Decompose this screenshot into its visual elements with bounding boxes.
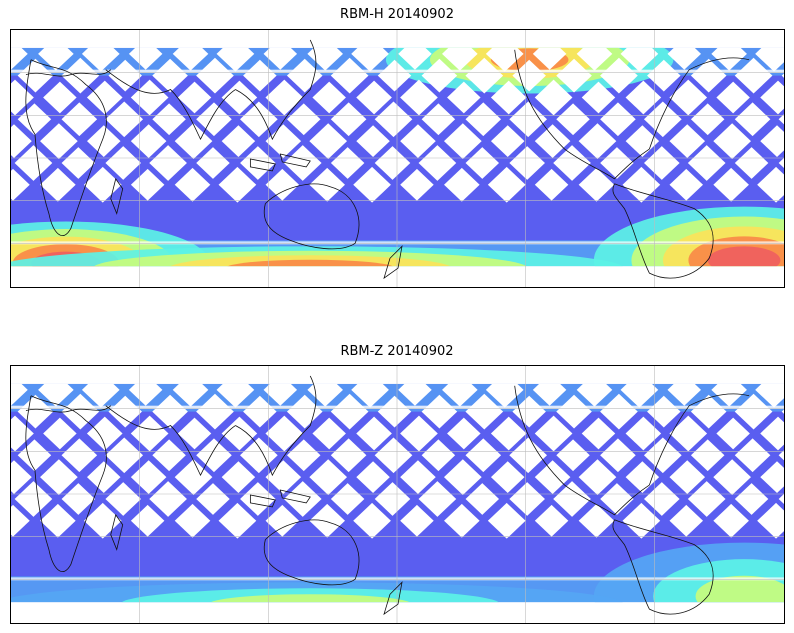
top-map-panel: [10, 29, 785, 288]
graticule: [11, 30, 784, 287]
graticule: [11, 366, 784, 623]
bottom-map-title: RBM-Z 20140902: [340, 344, 454, 359]
satellite-swaths: [11, 383, 784, 603]
coastlines: [25, 39, 750, 280]
bottom-map-panel: [10, 365, 785, 624]
warm-zone-south-atlantic: [707, 246, 781, 267]
top-map-canvas: [11, 30, 784, 287]
coastlines: [25, 375, 750, 616]
bottom-map-canvas: [11, 366, 784, 623]
satellite-swaths: [11, 47, 784, 267]
warm-zone-southern-ocean-central: [210, 594, 410, 603]
top-map-title: RBM-H 20140902: [340, 7, 454, 22]
warm-zone-southern-ocean-central: [170, 255, 450, 267]
warm-zone-south-atlantic: [695, 575, 784, 603]
warm-zone-southern-ocean-central: [227, 259, 393, 267]
warm-zone-southern-ocean-central: [121, 588, 499, 603]
